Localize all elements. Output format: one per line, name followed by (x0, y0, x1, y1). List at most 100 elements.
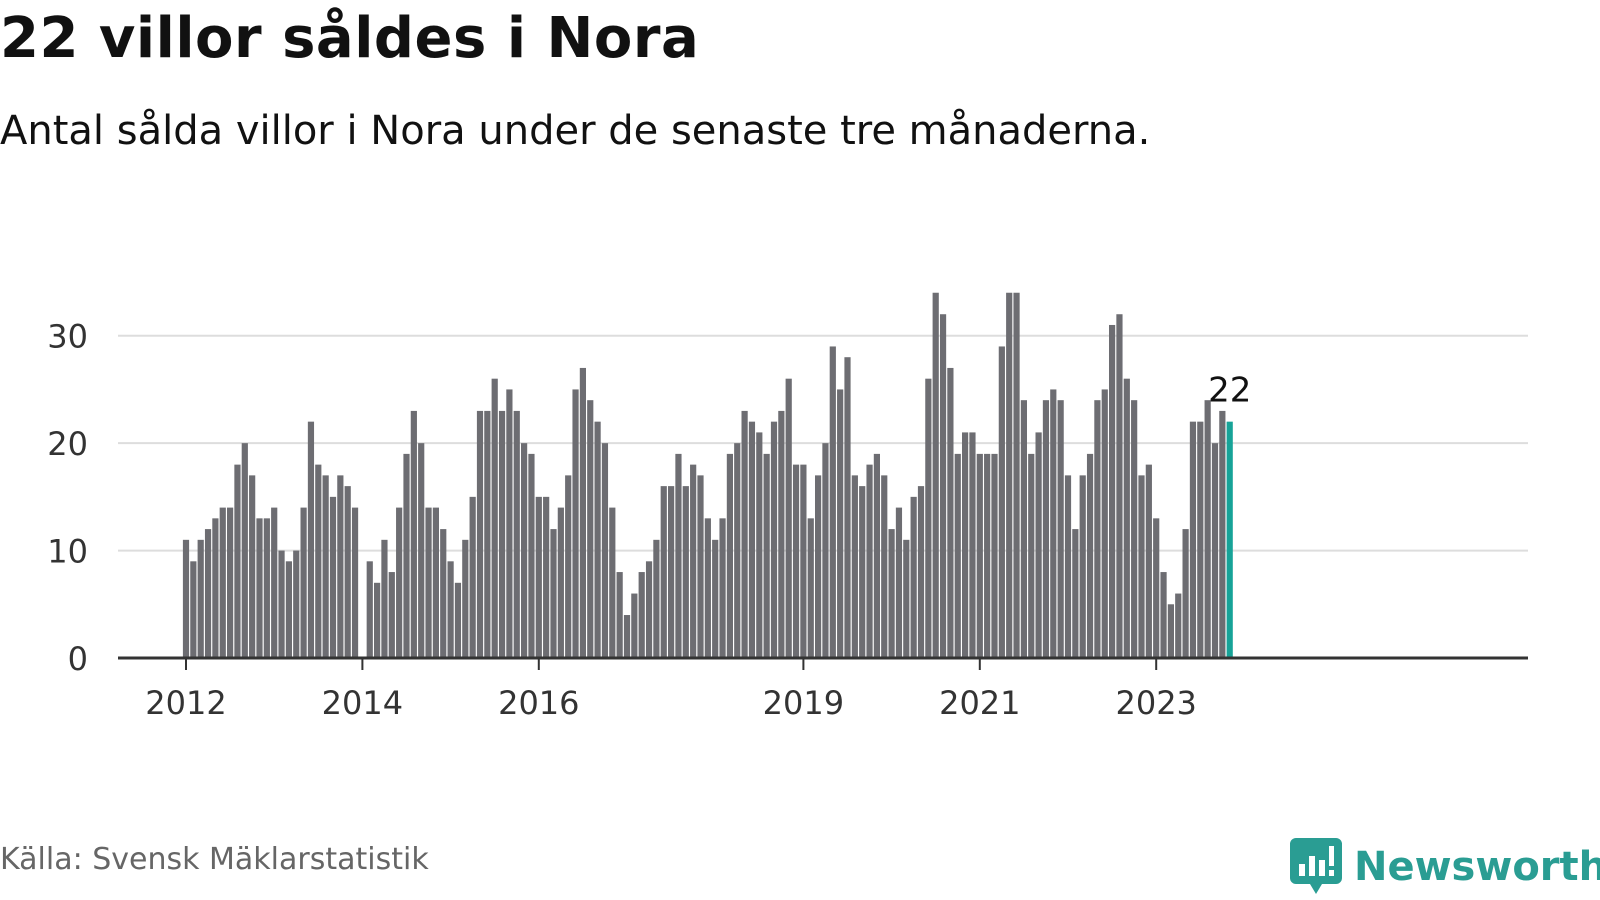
bar (859, 486, 866, 658)
bar (440, 529, 447, 658)
bar (234, 464, 241, 658)
bar (498, 410, 506, 658)
bar (219, 507, 226, 658)
bar (623, 615, 631, 658)
bar (697, 475, 704, 658)
bar (682, 486, 689, 658)
bar (1035, 432, 1042, 658)
bar (565, 475, 572, 658)
bar (969, 432, 976, 658)
bar (609, 507, 616, 658)
bar (631, 593, 638, 658)
bar (645, 561, 653, 658)
bar (307, 421, 315, 658)
bar (1219, 410, 1226, 658)
bar (932, 292, 939, 658)
bar (300, 507, 307, 658)
bar (770, 421, 778, 658)
bar (285, 561, 292, 658)
bars (182, 292, 1233, 658)
bar (329, 496, 337, 658)
bar (660, 486, 667, 658)
bar (888, 529, 895, 658)
bar (1079, 475, 1086, 658)
bar (1167, 604, 1174, 658)
bar (712, 539, 719, 658)
bar (521, 443, 528, 658)
bar (668, 486, 675, 658)
x-tick-label: 2012 (145, 684, 226, 722)
bar (829, 346, 836, 658)
bar (344, 486, 351, 658)
bar (1211, 443, 1219, 658)
bar (1028, 453, 1035, 658)
brand-name: Newsworthy (1354, 844, 1600, 890)
bar (204, 529, 212, 658)
bar (734, 443, 741, 658)
bar (807, 518, 814, 658)
axes: 0 10 20 30 22 2012 2014 2016 2019 2021 2023 (47, 318, 1528, 722)
chart-title: 22 villor såldes i Nora (0, 6, 700, 71)
bar (1145, 464, 1152, 658)
bar (1064, 475, 1072, 658)
bar (844, 357, 851, 658)
bar (550, 529, 557, 658)
bar (271, 507, 278, 658)
bar (1086, 453, 1094, 658)
bar (947, 367, 954, 658)
y-tick-label: 30 (47, 318, 88, 356)
bar (653, 539, 660, 658)
y-tick-label: 0 (68, 640, 88, 678)
bar (815, 475, 822, 658)
bar (719, 518, 726, 658)
bar (396, 507, 403, 658)
bar (263, 518, 270, 658)
bar (381, 539, 388, 658)
bar (425, 507, 432, 658)
bar (1160, 572, 1167, 658)
bar (256, 518, 263, 658)
bar (484, 410, 491, 658)
bar (851, 475, 858, 658)
bar (315, 464, 322, 658)
bar (594, 421, 601, 658)
bar (476, 410, 484, 658)
bar (638, 572, 645, 658)
brand-logo[interactable]: Newsworthy (1290, 838, 1600, 896)
bar (491, 378, 498, 658)
bar (1153, 518, 1160, 658)
bar (572, 389, 579, 658)
bar (197, 539, 204, 658)
bar (513, 410, 520, 658)
bar (587, 400, 594, 658)
bar (1042, 400, 1050, 658)
bar (1116, 314, 1123, 658)
bar (212, 518, 219, 658)
bar (1138, 475, 1145, 658)
bar-chart-logo-icon (1290, 838, 1342, 894)
bar (800, 464, 807, 658)
bar (293, 550, 300, 658)
bar (785, 378, 792, 658)
bar (873, 453, 880, 658)
bar (1197, 421, 1204, 658)
bar (528, 453, 535, 658)
bar (1189, 421, 1197, 658)
bar (469, 496, 476, 658)
bar (403, 453, 410, 658)
bar (1204, 400, 1211, 658)
bar (903, 539, 910, 658)
bar (984, 453, 991, 658)
bar (690, 464, 697, 658)
x-tick-label: 2016 (498, 684, 579, 722)
bar (462, 539, 469, 658)
bar (1123, 378, 1130, 658)
x-tick-label: 2021 (939, 684, 1020, 722)
bar (1013, 292, 1020, 658)
bar (1101, 389, 1108, 658)
bar (241, 443, 248, 658)
bar (322, 475, 329, 658)
bar (954, 453, 961, 658)
bar (704, 518, 711, 658)
bar (1072, 529, 1079, 658)
